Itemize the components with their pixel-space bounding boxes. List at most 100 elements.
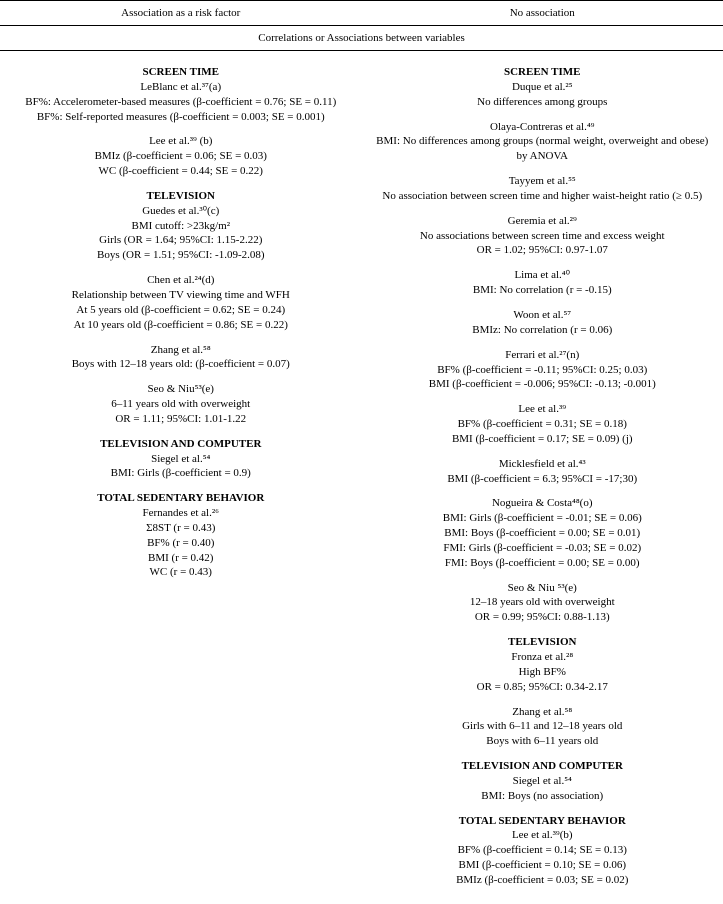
section-title: TELEVISION bbox=[372, 635, 714, 650]
entry-line: Zhang et al.⁵⁸ bbox=[10, 343, 352, 358]
entry-line: BMI: Boys (no association) bbox=[372, 789, 714, 804]
entry: Duque et al.²⁵No differences among group… bbox=[372, 80, 714, 110]
entry-line: LeBlanc et al.³⁷(a) bbox=[10, 80, 352, 95]
entry-line: High BF% bbox=[372, 665, 714, 680]
entry-line: 12–18 years old with overweight bbox=[372, 595, 714, 610]
entry: Seo & Niu⁵³(e)6–11 years old with overwe… bbox=[10, 382, 352, 427]
entry-line: Lee et al.³⁹(b) bbox=[372, 828, 714, 843]
section-title: TELEVISION bbox=[10, 189, 352, 204]
entry-line: Girls with 6–11 and 12–18 years old bbox=[372, 719, 714, 734]
entry-line: BF% (r = 0.40) bbox=[10, 536, 352, 551]
entry-line: BMI: Girls (β-coefficient = -0.01; SE = … bbox=[372, 511, 714, 526]
entry: Micklesfield et al.⁴³BMI (β-coefficient … bbox=[372, 457, 714, 487]
entry-line: Tayyem et al.⁵⁵ bbox=[372, 174, 714, 189]
entry-line: Zhang et al.⁵⁸ bbox=[372, 705, 714, 720]
subheader: Correlations or Associations between var… bbox=[0, 26, 723, 51]
entry-line: OR = 0.99; 95%CI: 0.88-1.13) bbox=[372, 610, 714, 625]
entry: Chen et al.²⁴(d)Relationship between TV … bbox=[10, 273, 352, 332]
entry-line: BF%: Self-reported measures (β-coefficie… bbox=[10, 110, 352, 125]
right-column: SCREEN TIMEDuque et al.²⁵No differences … bbox=[362, 51, 723, 904]
entry-line: Σ8ST (r = 0.43) bbox=[10, 521, 352, 536]
entry: Seo & Niu ⁵³(e)12–18 years old with over… bbox=[372, 581, 714, 626]
entry: Lee et al.³⁹ (b)BMIz (β-coefficient = 0.… bbox=[10, 134, 352, 179]
entry-line: Guedes et al.³⁰(c) bbox=[10, 204, 352, 219]
entry-line: Relationship between TV viewing time and… bbox=[10, 288, 352, 303]
entry-line: Boys with 12–18 years old: (β-coefficien… bbox=[10, 357, 352, 372]
entry: Lima et al.⁴⁰BMI: No correlation (r = -0… bbox=[372, 268, 714, 298]
entry-line: No differences among groups bbox=[372, 95, 714, 110]
entry-line: BMIz (β-coefficient = 0.06; SE = 0.03) bbox=[10, 149, 352, 164]
entry-line: FMI: Boys (β-coefficient = 0.00; SE = 0.… bbox=[372, 556, 714, 571]
entry-line: Seo & Niu⁵³(e) bbox=[10, 382, 352, 397]
entry-line: FMI: Girls (β-coefficient = -0.03; SE = … bbox=[372, 541, 714, 556]
entry-line: Lee et al.³⁹ bbox=[372, 402, 714, 417]
entry: Guedes et al.³⁰(c)BMI cutoff: >23kg/m²Gi… bbox=[10, 204, 352, 263]
entry: Fronza et al.²⁸High BF%OR = 0.85; 95%CI:… bbox=[372, 650, 714, 695]
entry-line: BMI (β-coefficient = 6.3; 95%CI = -17;30… bbox=[372, 472, 714, 487]
entry-line: Fronza et al.²⁸ bbox=[372, 650, 714, 665]
left-column: SCREEN TIMELeBlanc et al.³⁷(a)BF%: Accel… bbox=[0, 51, 362, 904]
section-title: TOTAL SEDENTARY BEHAVIOR bbox=[372, 814, 714, 829]
entry-line: BMI: Girls (β-coefficient = 0.9) bbox=[10, 466, 352, 481]
entry-line: Micklesfield et al.⁴³ bbox=[372, 457, 714, 472]
entry: Siegel et al.⁵⁴BMI: Girls (β-coefficient… bbox=[10, 452, 352, 482]
entry: Tayyem et al.⁵⁵No association between sc… bbox=[372, 174, 714, 204]
entry-line: WC (β-coefficient = 0.44; SE = 0.22) bbox=[10, 164, 352, 179]
entry-line: BMI: Boys (β-coefficient = 0.00; SE = 0.… bbox=[372, 526, 714, 541]
entry: Ferrari et al.²⁷(n)BF% (β-coefficient = … bbox=[372, 348, 714, 393]
entry-line: Girls (OR = 1.64; 95%CI: 1.15-2.22) bbox=[10, 233, 352, 248]
entry: Nogueira & Costa⁴⁸(o)BMI: Girls (β-coeff… bbox=[372, 496, 714, 570]
section-title: TOTAL SEDENTARY BEHAVIOR bbox=[10, 491, 352, 506]
entry-line: Woon et al.⁵⁷ bbox=[372, 308, 714, 323]
entry-line: BMI (β-coefficient = 0.10; SE = 0.06) bbox=[372, 858, 714, 873]
entry-line: Duque et al.²⁵ bbox=[372, 80, 714, 95]
entry-line: Boys (OR = 1.51; 95%CI: -1.09-2.08) bbox=[10, 248, 352, 263]
entry-line: At 5 years old (β-coefficient = 0.62; SE… bbox=[10, 303, 352, 318]
entry: Geremia et al.²⁹No associations between … bbox=[372, 214, 714, 259]
entry: Olaya-Contreras et al.⁴⁹BMI: No differen… bbox=[372, 120, 714, 165]
data-table: Association as a risk factor No associat… bbox=[0, 0, 723, 904]
entry-line: BMI (r = 0.42) bbox=[10, 551, 352, 566]
entry-line: Siegel et al.⁵⁴ bbox=[10, 452, 352, 467]
entry: Woon et al.⁵⁷BMIz: No correlation (r = 0… bbox=[372, 308, 714, 338]
entry-line: At 10 years old (β-coefficient = 0.86; S… bbox=[10, 318, 352, 333]
entry-line: Fernandes et al.²⁶ bbox=[10, 506, 352, 521]
entry-line: BF% (β-coefficient = 0.14; SE = 0.13) bbox=[372, 843, 714, 858]
entry-line: BMI cutoff: >23kg/m² bbox=[10, 219, 352, 234]
section-title: TELEVISION AND COMPUTER bbox=[10, 437, 352, 452]
entry-line: 6–11 years old with overweight bbox=[10, 397, 352, 412]
entry: Zhang et al.⁵⁸Girls with 6–11 and 12–18 … bbox=[372, 705, 714, 750]
entry-line: BMI (β-coefficient = -0.006; 95%CI: -0.1… bbox=[372, 377, 714, 392]
entry-line: BMI: No correlation (r = -0.15) bbox=[372, 283, 714, 298]
entry-line: BF% (β-coefficient = 0.31; SE = 0.18) bbox=[372, 417, 714, 432]
entry-line: OR = 0.85; 95%CI: 0.34-2.17 bbox=[372, 680, 714, 695]
entry-line: WC (r = 0.43) bbox=[10, 565, 352, 580]
entry-line: BMI: No differences among groups (normal… bbox=[372, 134, 714, 164]
entry-line: BF%: Accelerometer-based measures (β-coe… bbox=[10, 95, 352, 110]
entry-line: Chen et al.²⁴(d) bbox=[10, 273, 352, 288]
entry-line: Siegel et al.⁵⁴ bbox=[372, 774, 714, 789]
entry-line: BMIz: No correlation (r = 0.06) bbox=[372, 323, 714, 338]
entry-line: OR = 1.02; 95%CI: 0.97-1.07 bbox=[372, 243, 714, 258]
entry: LeBlanc et al.³⁷(a)BF%: Accelerometer-ba… bbox=[10, 80, 352, 125]
entry-line: No association between screen time and h… bbox=[372, 189, 714, 204]
section-title: SCREEN TIME bbox=[10, 65, 352, 80]
entry-line: Lima et al.⁴⁰ bbox=[372, 268, 714, 283]
entry-line: Boys with 6–11 years old bbox=[372, 734, 714, 749]
entry-line: BMIz (β-coefficient = 0.03; SE = 0.02) bbox=[372, 873, 714, 888]
entry-line: Nogueira & Costa⁴⁸(o) bbox=[372, 496, 714, 511]
entry-line: BMI (β-coefficient = 0.17; SE = 0.09) (j… bbox=[372, 432, 714, 447]
entry-line: Lee et al.³⁹ (b) bbox=[10, 134, 352, 149]
entry-line: Geremia et al.²⁹ bbox=[372, 214, 714, 229]
section-title: SCREEN TIME bbox=[372, 65, 714, 80]
entry-line: Ferrari et al.²⁷(n) bbox=[372, 348, 714, 363]
entry-line: Seo & Niu ⁵³(e) bbox=[372, 581, 714, 596]
entry: Lee et al.³⁹(b)BF% (β-coefficient = 0.14… bbox=[372, 828, 714, 887]
entry-line: BF% (β-coefficient = -0.11; 95%CI: 0.25;… bbox=[372, 363, 714, 378]
header-col1: Association as a risk factor bbox=[0, 1, 362, 26]
entry-line: OR = 1.11; 95%CI: 1.01-1.22 bbox=[10, 412, 352, 427]
entry-line: Olaya-Contreras et al.⁴⁹ bbox=[372, 120, 714, 135]
section-title: TELEVISION AND COMPUTER bbox=[372, 759, 714, 774]
entry: Lee et al.³⁹BF% (β-coefficient = 0.31; S… bbox=[372, 402, 714, 447]
entry: Siegel et al.⁵⁴BMI: Boys (no association… bbox=[372, 774, 714, 804]
